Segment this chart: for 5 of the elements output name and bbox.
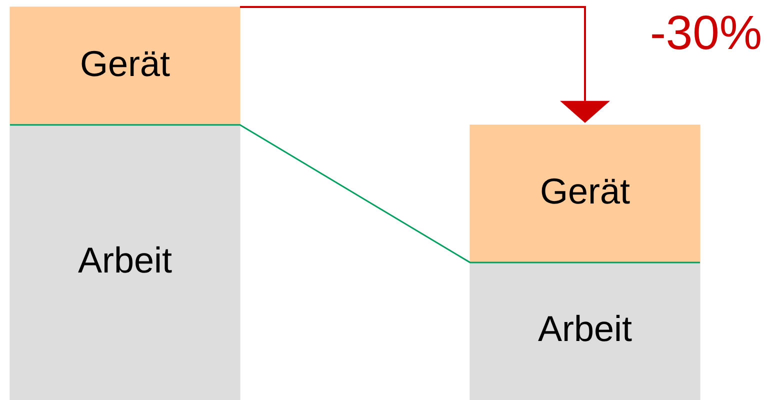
series-label: Gerät <box>80 42 170 84</box>
series-label: Arbeit <box>538 308 632 350</box>
text: Gerät <box>540 170 630 212</box>
text: Arbeit <box>78 239 172 280</box>
annotation: -30% <box>650 7 762 60</box>
